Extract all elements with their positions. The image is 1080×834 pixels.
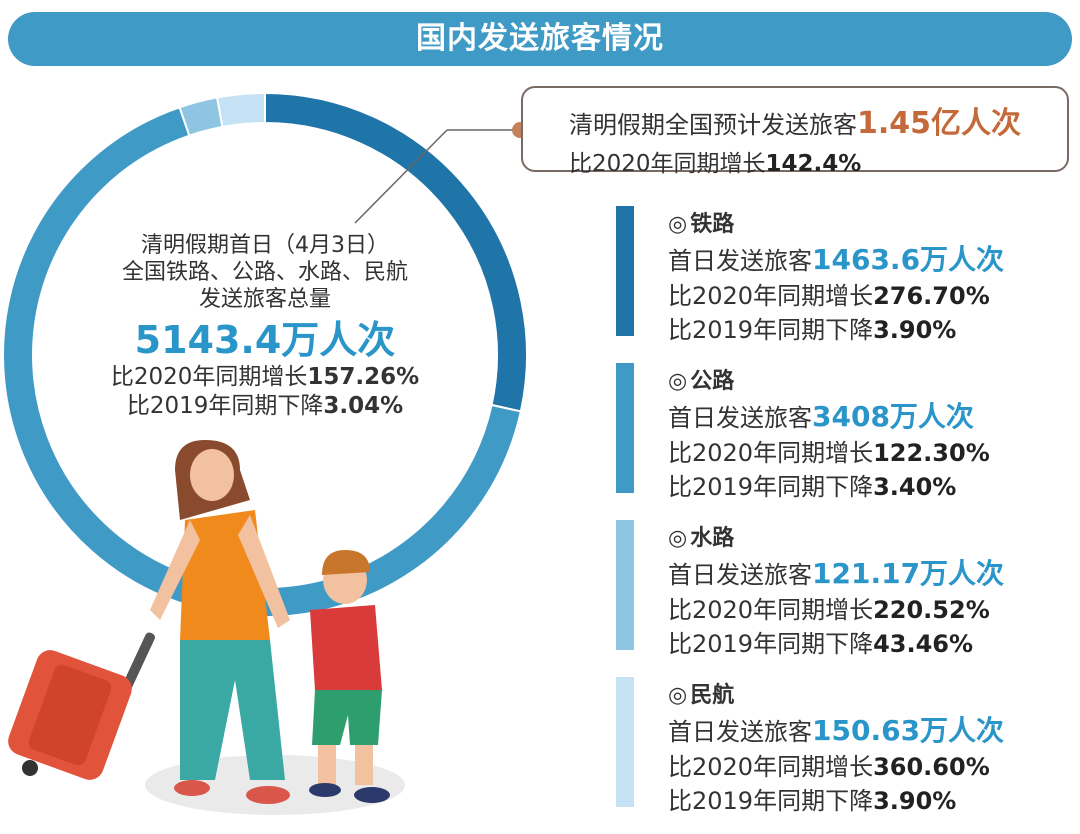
summary-cmp-2019-value: 3.04% (323, 393, 404, 419)
mode-color-bar (616, 363, 634, 493)
mode-name: ◎ 水路 (668, 520, 734, 552)
mode-cmp-2020: 比2020年同期增长360.60% (668, 747, 990, 782)
summary-cmp-2019: 比2019年同期下降3.04% (85, 392, 445, 421)
mode-name-text: 铁路 (690, 212, 735, 237)
first-day-value: 121.17万人次 (812, 557, 1005, 590)
mode-color-bar (616, 677, 634, 807)
page-title: 国内发送旅客情况 (416, 21, 664, 56)
summary-cmp-2020: 比2020年同期增长157.26% (85, 363, 445, 392)
cmp-2019-prefix: 比2019年同期下降 (668, 473, 874, 501)
cmp-2019-value: 3.90% (873, 787, 957, 815)
forecast-callout: 清明假期全国预计发送旅客1.45亿人次 比2020年同期增长142.4% (521, 86, 1069, 177)
mode-cmp-2020: 比2020年同期增长220.52% (668, 590, 990, 625)
travelers-illustration (8, 440, 405, 815)
child-figure-icon (309, 550, 390, 803)
cmp-2020-value: 122.30% (873, 439, 990, 467)
cmp-2020-prefix: 比2020年同期增长 (668, 596, 874, 624)
woman-figure-icon (150, 440, 290, 804)
mode-first-day: 首日发送旅客3408万人次 (668, 395, 974, 435)
cmp-2020-value: 276.70% (873, 282, 990, 310)
summary-cmp-2019-prefix: 比2019年同期下降 (126, 393, 324, 419)
summary-line-2: 全国铁路、公路、水路、民航 (121, 260, 408, 285)
donut-slice-aviation (215, 91, 266, 129)
mode-highway: ◎ 公路 首日发送旅客3408万人次 比2020年同期增长122.30% 比201… (616, 363, 1076, 501)
mode-name-text: 公路 (690, 369, 735, 394)
cmp-2020-prefix: 比2020年同期增长 (668, 282, 874, 310)
first-day-value: 3408万人次 (812, 400, 974, 433)
mode-waterway: ◎ 水路 首日发送旅客121.17万人次 比2020年同期增长220.52% 比2… (616, 520, 1076, 658)
mode-name: ◎ 民航 (668, 677, 734, 709)
first-day-prefix: 首日发送旅客 (668, 404, 812, 432)
title-banner: 国内发送旅客情况 (8, 12, 1072, 66)
donut-ring (2, 91, 528, 618)
cmp-2019-value: 3.90% (873, 316, 957, 344)
mode-railway: ◎ 铁路 首日发送旅客1463.6万人次 比2020年同期增长276.70% 比2… (616, 206, 1076, 344)
mode-cmp-2019: 比2019年同期下降3.40% (668, 467, 956, 502)
summary-line-3: 发送旅客总量 (198, 287, 331, 312)
target-marker-icon: ◎ (668, 526, 688, 551)
cmp-2019-value: 43.46% (873, 630, 974, 658)
first-day-prefix: 首日发送旅客 (668, 718, 812, 746)
forecast-growth-prefix: 比2020年同期增长 (569, 151, 766, 177)
cmp-2019-prefix: 比2019年同期下降 (668, 630, 874, 658)
forecast-prefix: 清明假期全国预计发送旅客 (569, 111, 857, 139)
cmp-2020-prefix: 比2020年同期增长 (668, 439, 874, 467)
mode-color-bar (616, 206, 634, 336)
mode-name: ◎ 铁路 (668, 206, 734, 238)
first-day-prefix: 首日发送旅客 (668, 561, 812, 589)
mode-name-text: 水路 (690, 526, 735, 551)
mode-first-day: 首日发送旅客150.63万人次 (668, 709, 1004, 749)
forecast-growth-value: 142.4% (765, 151, 862, 177)
forecast-growth-line: 比2020年同期增长142.4% (569, 144, 1067, 178)
mode-cmp-2020: 比2020年同期增长276.70% (668, 276, 990, 311)
target-marker-icon: ◎ (668, 369, 688, 394)
mode-cmp-2019: 比2019年同期下降43.46% (668, 624, 973, 659)
first-day-value: 150.63万人次 (812, 714, 1005, 747)
mode-cmp-2019: 比2019年同期下降3.90% (668, 781, 956, 816)
cmp-2019-prefix: 比2019年同期下降 (668, 316, 874, 344)
summary-cmp-2020-prefix: 比2020年同期增长 (110, 364, 308, 390)
mode-aviation: ◎ 民航 首日发送旅客150.63万人次 比2020年同期增长360.60% 比2… (616, 677, 1076, 815)
cmp-2020-prefix: 比2020年同期增长 (668, 753, 874, 781)
summary-cmp-2020-value: 157.26% (307, 364, 420, 390)
summary-line-1: 清明假期首日（4月3日） (141, 233, 389, 258)
suitcase-icon (8, 632, 156, 780)
mode-first-day: 首日发送旅客121.17万人次 (668, 552, 1004, 592)
forecast-line: 清明假期全国预计发送旅客1.45亿人次 (569, 98, 1067, 142)
cmp-2019-value: 3.40% (873, 473, 957, 501)
target-marker-icon: ◎ (668, 683, 688, 708)
cmp-2020-value: 220.52% (873, 596, 990, 624)
first-day-value: 1463.6万人次 (812, 243, 1005, 276)
first-day-prefix: 首日发送旅客 (668, 247, 812, 275)
mode-color-bar (616, 520, 634, 650)
mode-name: ◎ 公路 (668, 363, 734, 395)
mode-cmp-2019: 比2019年同期下降3.90% (668, 310, 956, 345)
target-marker-icon: ◎ (668, 212, 688, 237)
mode-name-text: 民航 (690, 683, 735, 708)
forecast-value: 1.45亿人次 (857, 106, 1022, 141)
donut-center-summary: 清明假期首日（4月3日） 全国铁路、公路、水路、民航 发送旅客总量 5143.4… (85, 232, 445, 421)
summary-total: 5143.4万人次 (134, 318, 396, 362)
cmp-2019-prefix: 比2019年同期下降 (668, 787, 874, 815)
mode-first-day: 首日发送旅客1463.6万人次 (668, 238, 1004, 278)
mode-cmp-2020: 比2020年同期增长122.30% (668, 433, 990, 468)
cmp-2020-value: 360.60% (873, 753, 990, 781)
